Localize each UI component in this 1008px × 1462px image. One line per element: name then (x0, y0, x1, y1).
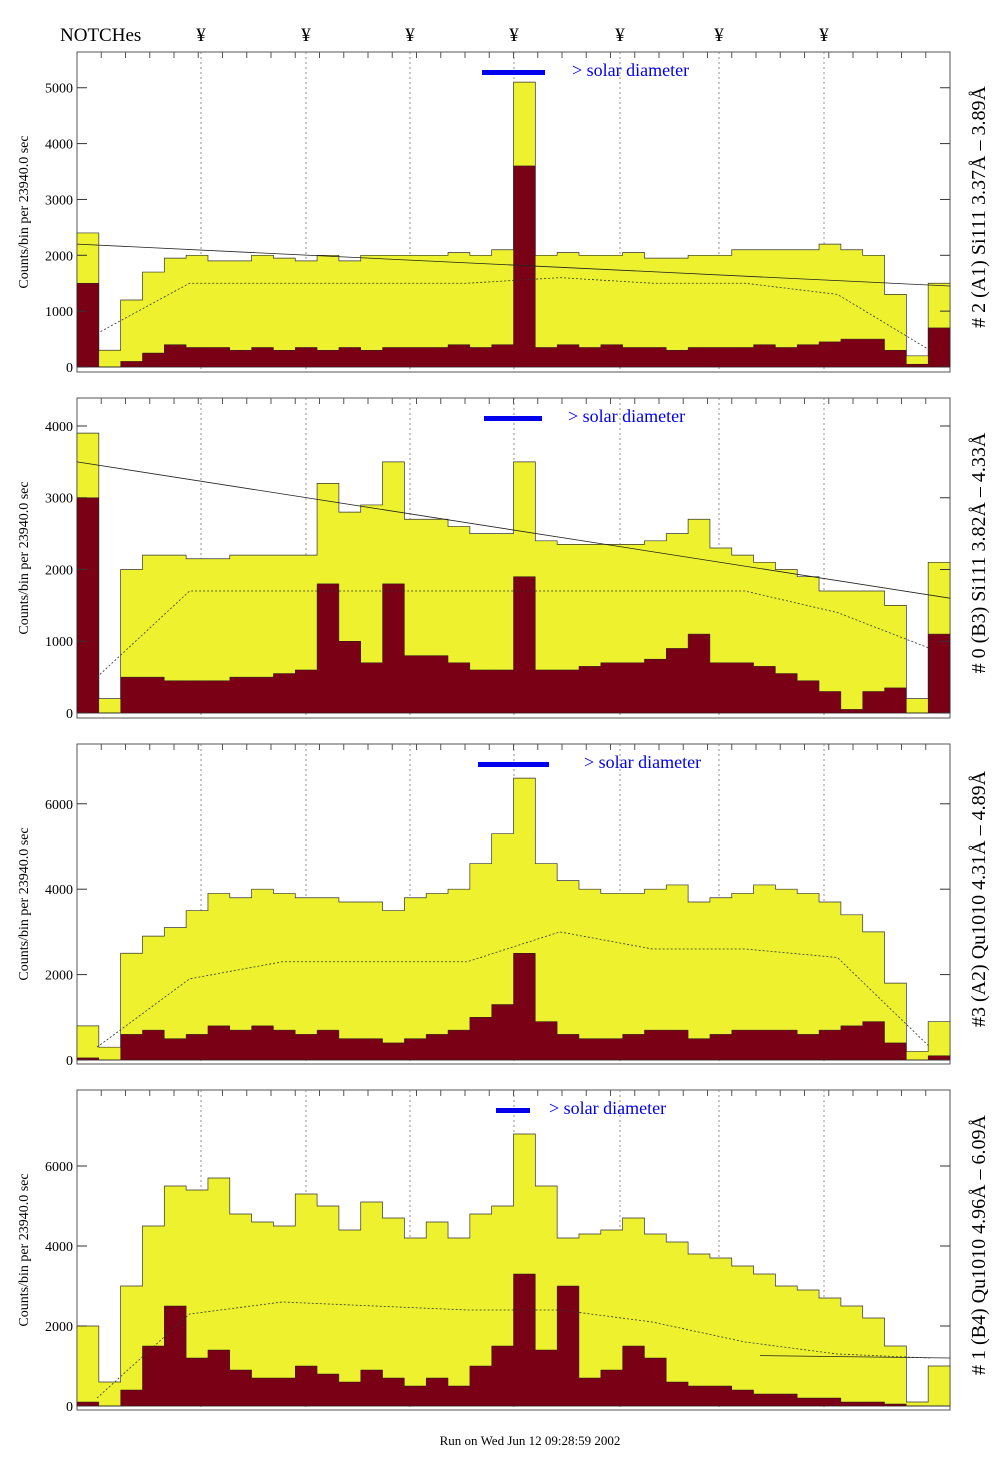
panels: 0 1000 2000 3000 4000 5000 Counts/bin per 2394… (17, 51, 990, 1415)
y-tick-label: 0 (66, 707, 73, 722)
y-axis-label: Counts/bin per 23940.0 sec (17, 827, 32, 980)
panel-title: # 0 (B3) Si111 3.82Å – 4.33Å (968, 432, 990, 673)
y-tick-label: 4000 (45, 420, 73, 435)
continuum-dashed-curve (96, 1301, 931, 1399)
y-tick-label: 2000 (45, 249, 73, 264)
continuum-dashed-curve (96, 590, 931, 678)
notch-marker: ¥ (819, 25, 829, 46)
panel-2: 0 2000 4000 6000 Counts/bin per 23940.0 sec #… (17, 743, 990, 1069)
solar-diameter-bar (484, 416, 542, 421)
y-axis-label: Counts/bin per 23940.0 sec (17, 1173, 32, 1326)
notch-markers: ¥ ¥ ¥ ¥ ¥ ¥ ¥ (196, 25, 829, 46)
panel-title: #3 (A2) Qu1010 4.31Å – 4.89Å (968, 770, 990, 1027)
notch-marker: ¥ (615, 25, 625, 46)
series-total-area (76, 777, 951, 1061)
y-axis-label: Counts/bin per 23940.0 sec (17, 481, 32, 634)
notch-marker: ¥ (714, 25, 724, 46)
panel-0: 0 1000 2000 3000 4000 5000 Counts/bin per 2394… (17, 51, 990, 376)
continuum-dashed-curve (96, 277, 931, 351)
y-tick-label: 2000 (45, 1320, 73, 1335)
y-tick-label: 4000 (45, 1240, 73, 1255)
continuum-dashed-curve (96, 931, 931, 1048)
solar-diameter-label: > solar diameter (572, 60, 689, 80)
y-tick-label: 6000 (45, 1160, 73, 1175)
solar-diameter-bar (482, 70, 545, 75)
fit-line (76, 243, 951, 287)
y-tick-label: 4000 (45, 883, 73, 898)
series-line-area (76, 165, 951, 368)
y-tick-label: 3000 (45, 193, 73, 208)
solar-diameter-label: > solar diameter (568, 406, 685, 426)
series-line-area (76, 952, 951, 1061)
solar-diameter-bar (496, 1108, 530, 1113)
series-total-area (76, 432, 951, 714)
run-timestamp: Run on Wed Jun 12 09:28:59 2002 (440, 1433, 621, 1448)
y-tick-label: 2000 (45, 563, 73, 578)
solar-diameter-label: > solar diameter (549, 1098, 666, 1118)
y-tick-label: 4000 (45, 138, 73, 153)
y-tick-label: 5000 (45, 82, 73, 97)
panel-3: 0 2000 4000 6000 Counts/bin per 23940.0 sec #… (17, 1089, 990, 1415)
fit-line (76, 461, 951, 599)
series-line-area (76, 497, 951, 714)
y-tick-label: 3000 (45, 492, 73, 507)
y-tick-label: 6000 (45, 798, 73, 813)
fit-line (759, 1355, 951, 1359)
notch-marker: ¥ (196, 25, 206, 46)
panel-title: # 2 (A1) Si111 3.37Å – 3.89Å (968, 86, 990, 328)
panel-title: # 1 (B4) Qu1010 4.96Å – 6.09Å (968, 1114, 990, 1375)
y-axis-label: Counts/bin per 23940.0 sec (17, 135, 32, 288)
panel-1: 0 1000 2000 3000 4000 Counts/bin per 23940.0 … (17, 397, 990, 722)
y-tick-label: 1000 (45, 635, 73, 650)
series-line-area (76, 1273, 950, 1407)
series-total-area (76, 1133, 951, 1407)
notch-marker: ¥ (509, 25, 519, 46)
y-tick-label: 0 (66, 1054, 73, 1069)
notch-marker: ¥ (301, 25, 311, 46)
y-tick-label: 0 (66, 361, 73, 376)
y-tick-label: 0 (66, 1400, 73, 1415)
solar-diameter-label: > solar diameter (584, 752, 701, 772)
solar-diameter-bar (478, 762, 549, 767)
y-tick-label: 2000 (45, 969, 73, 984)
notches-label: NOTCHes (60, 25, 141, 46)
notch-marker: ¥ (405, 25, 415, 46)
y-tick-label: 1000 (45, 305, 73, 320)
